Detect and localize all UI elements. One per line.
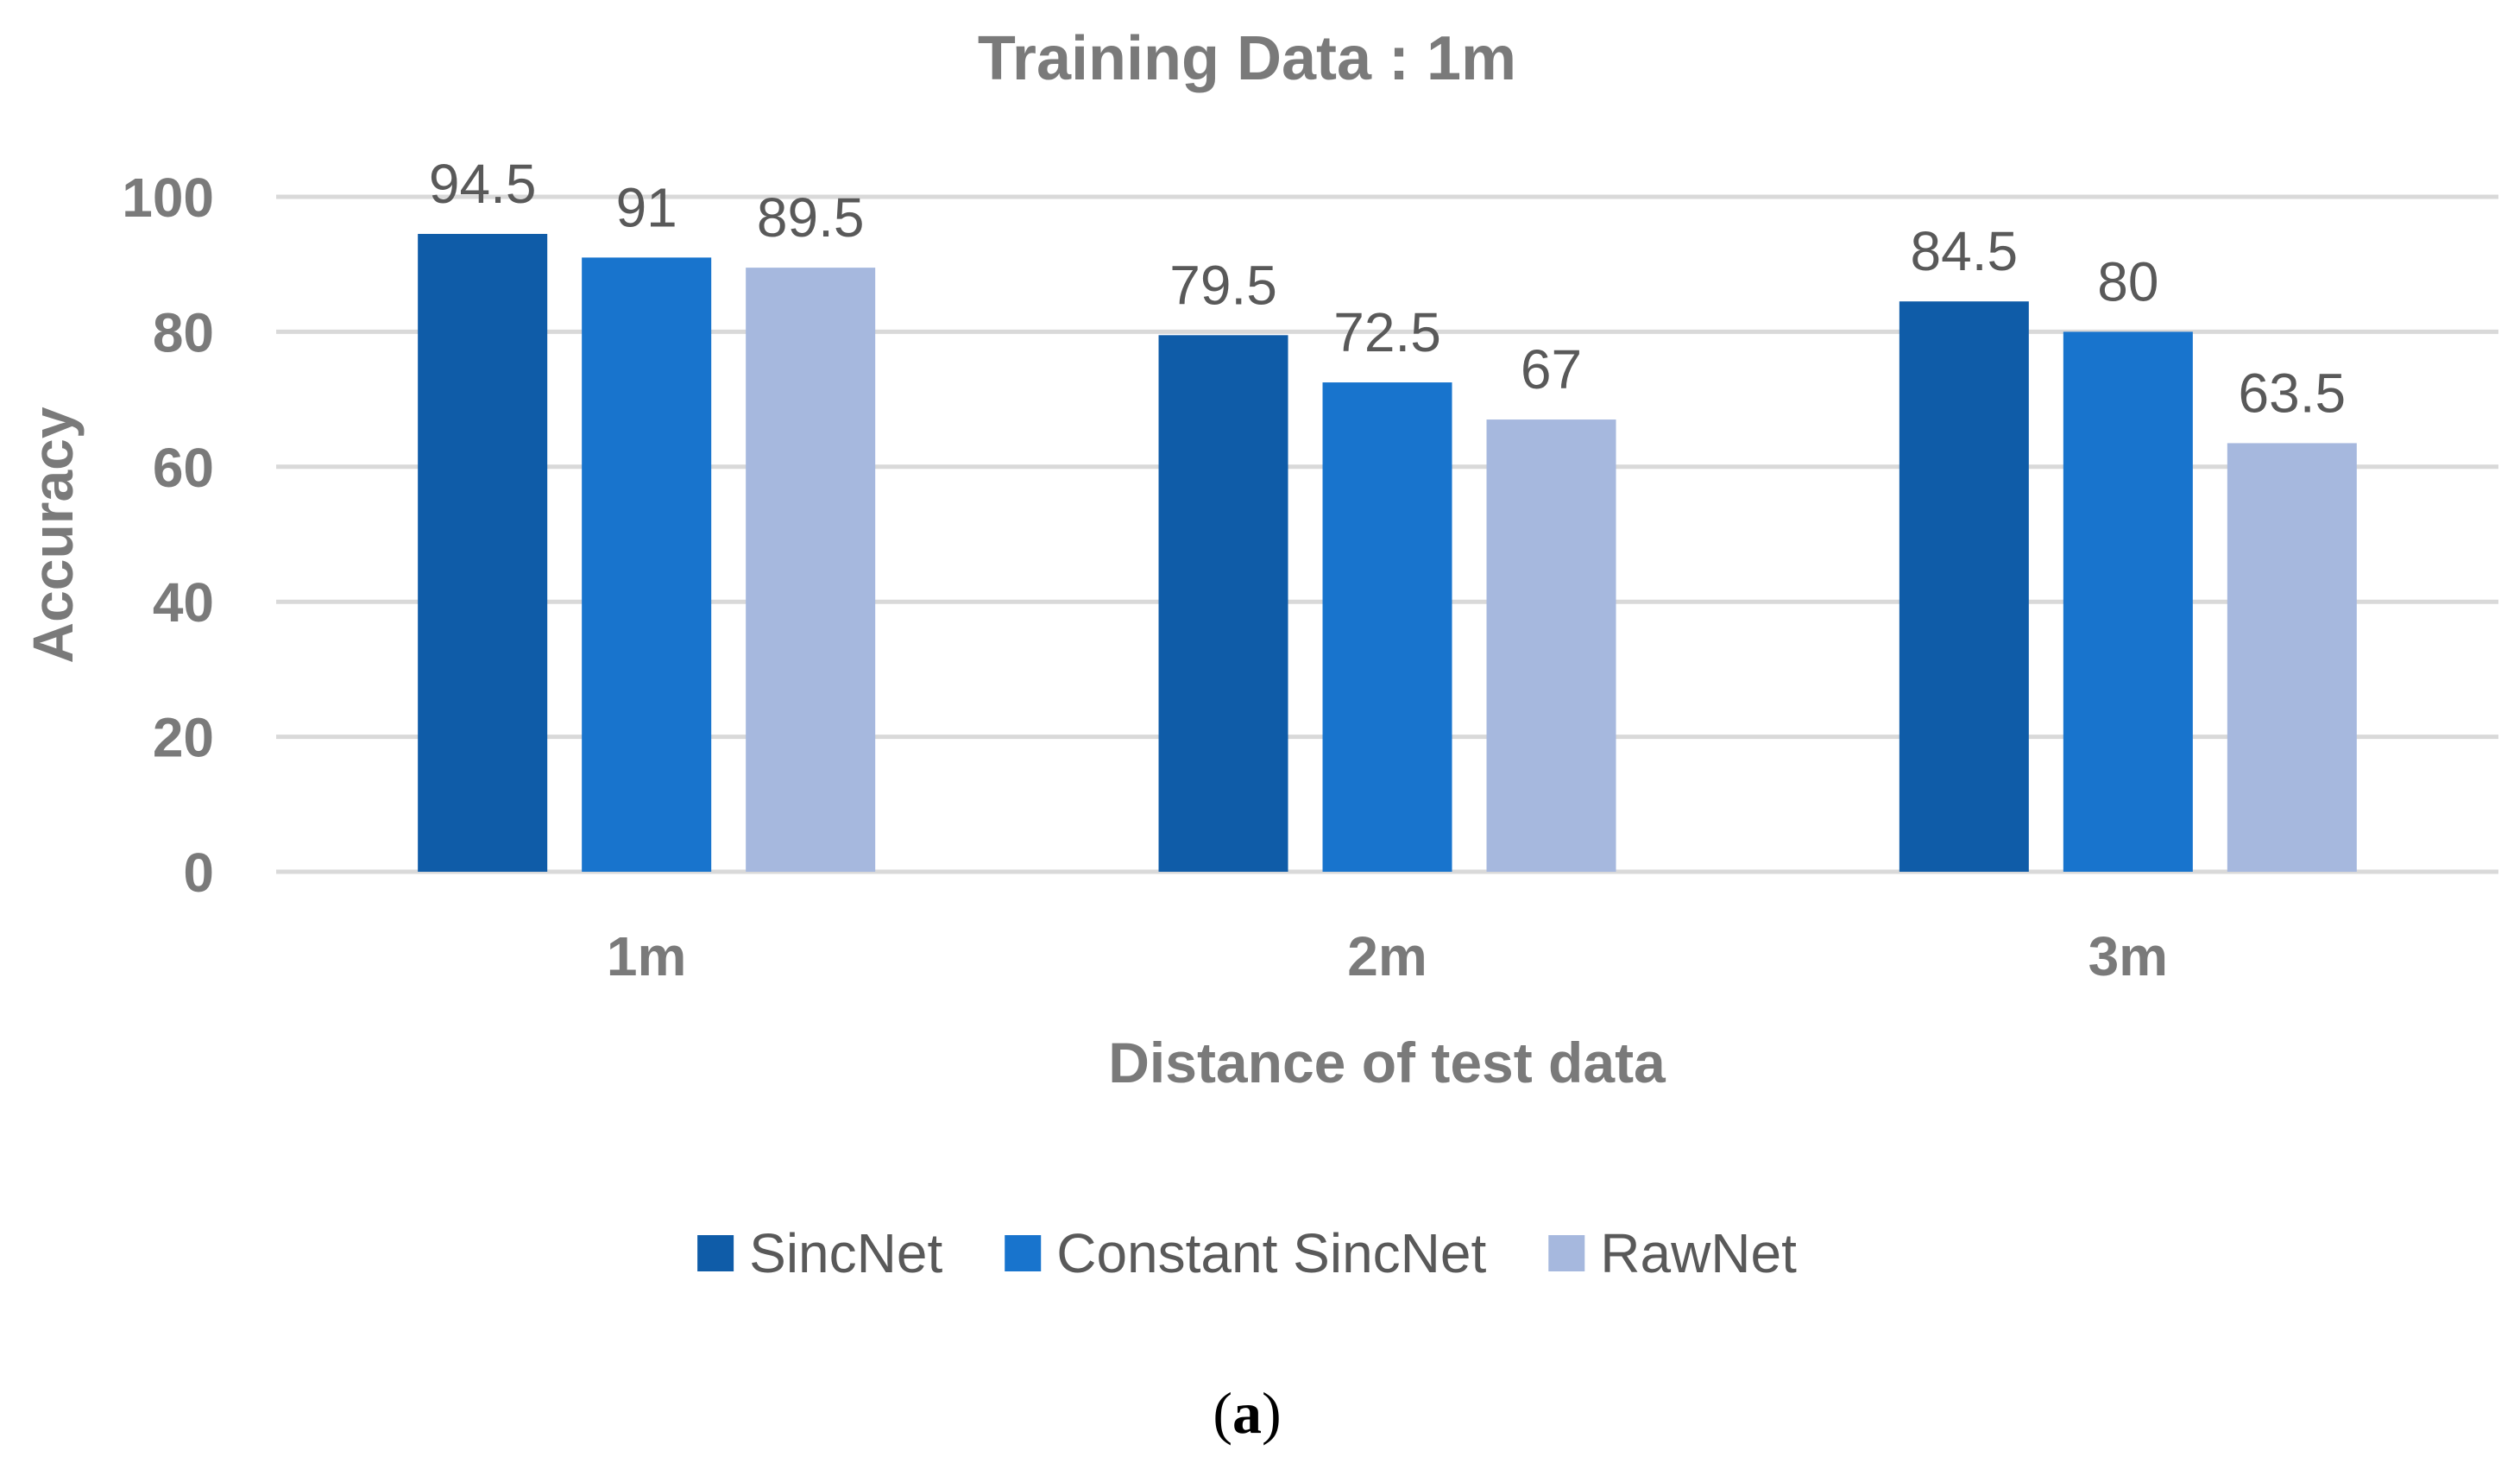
y-tick-label: 40	[153, 571, 214, 634]
data-label: 80	[2097, 250, 2158, 312]
x-axis-label: Distance of test data	[1108, 1031, 1666, 1094]
chart-title: Training Data : 1m	[978, 24, 1516, 93]
legend-label: RawNet	[1600, 1222, 1797, 1284]
caption-close-paren: )	[1262, 1380, 1282, 1446]
legend-swatch	[697, 1235, 734, 1271]
data-label: 79.5	[1169, 254, 1277, 316]
data-label: 63.5	[2239, 362, 2347, 424]
bar-rawnet-3m	[2227, 443, 2357, 872]
x-tick-label: 1m	[607, 925, 687, 987]
y-axis-label: Accuracy	[21, 407, 85, 663]
legend-label: SincNet	[749, 1222, 942, 1284]
bars	[418, 234, 2357, 873]
data-label: 84.5	[1911, 220, 2019, 282]
y-tick-label: 100	[122, 167, 214, 229]
x-tick-label: 3m	[2088, 925, 2169, 987]
figure-caption: (a)	[1213, 1380, 1281, 1446]
y-tick-label: 0	[183, 842, 214, 904]
data-label: 94.5	[429, 153, 537, 215]
x-tick-label: 2m	[1347, 925, 1427, 987]
y-tick-label: 60	[153, 437, 214, 499]
data-label: 89.5	[757, 186, 865, 249]
legend-item-rawnet: RawNet	[1548, 1222, 1797, 1284]
data-labels: 94.5 91 89.5 79.5 72.5 67 84.5 80 63.5	[429, 153, 2346, 424]
legend-item-constant-sincnet: Constant SincNet	[1005, 1222, 1486, 1284]
legend-item-sincnet: SincNet	[697, 1222, 942, 1284]
legend-swatch	[1548, 1235, 1585, 1271]
bar-constant-sincnet-1m	[582, 257, 712, 872]
data-label: 72.5	[1333, 301, 1441, 363]
bar-sincnet-2m	[1158, 335, 1288, 872]
bar-sincnet-3m	[1899, 301, 2029, 873]
y-axis-ticks: 0 20 40 60 80 100	[122, 167, 214, 904]
bar-sincnet-1m	[418, 234, 548, 872]
bar-rawnet-2m	[1486, 419, 1616, 872]
legend-swatch	[1005, 1235, 1042, 1271]
caption-letter: a	[1232, 1380, 1262, 1446]
data-label: 91	[616, 176, 677, 238]
data-label: 67	[1521, 338, 1582, 400]
bar-rawnet-1m	[746, 268, 876, 872]
legend: SincNet Constant SincNet RawNet	[697, 1222, 1797, 1284]
y-tick-label: 20	[153, 707, 214, 769]
bar-constant-sincnet-3m	[2063, 331, 2193, 872]
y-tick-label: 80	[153, 301, 214, 363]
bar-constant-sincnet-2m	[1322, 382, 1452, 872]
caption-open-paren: (	[1213, 1380, 1232, 1446]
legend-label: Constant SincNet	[1056, 1222, 1486, 1284]
x-axis-ticks: 1m 2m 3m	[607, 925, 2168, 987]
